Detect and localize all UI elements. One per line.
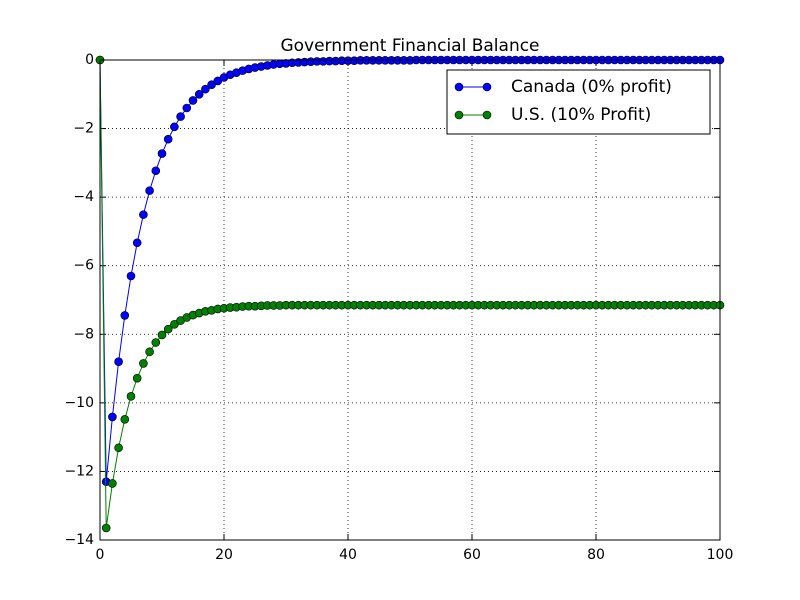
legend-box [446,69,711,135]
y-tick-label: −6 [73,258,94,274]
y-tick-label: −2 [73,121,94,137]
point [108,479,117,488]
point [132,238,142,248]
point [139,359,148,368]
x-tick-label: 40 [339,547,357,563]
y-tick-label: −12 [64,463,94,479]
point [126,392,136,401]
legend-label: U.S. (10% Profit) [511,105,651,125]
point [126,271,136,281]
point [114,443,123,453]
plot-frame [99,59,721,541]
y-tick-label: −4 [73,189,94,205]
legend-marker [482,110,492,120]
x-tick-label: 80 [587,547,605,563]
point [145,186,154,195]
x-tick-label: 60 [463,547,481,563]
legend-label: Canada (0% profit) [511,77,672,97]
legend-marker [482,82,492,92]
x-tick-label: 20 [215,547,233,563]
point [114,357,123,367]
point [157,330,167,340]
point [163,324,173,334]
point [108,412,117,422]
point [188,96,198,105]
legend-marker [454,82,464,92]
point [139,210,148,219]
point [201,84,210,94]
point [151,338,161,347]
point [207,80,216,89]
chart-title: Government Financial Balance [280,36,539,56]
point [194,89,204,99]
x-tick-label: 0 [96,547,105,563]
point [170,122,179,132]
point [157,149,167,158]
point [145,347,154,357]
point [151,166,161,176]
y-tick-label: −10 [64,395,94,411]
point [163,134,173,144]
point [120,415,130,424]
y-tick-label: 0 [85,52,94,68]
point [120,311,130,320]
point [101,523,111,533]
y-tick-label: −14 [64,532,94,548]
point [170,320,179,329]
point [132,373,142,383]
x-tick-label: 100 [707,547,734,563]
point [182,103,192,113]
legend-marker [454,110,464,120]
y-tick-label: −8 [73,326,94,342]
legend: Canada (0% profit) U.S. (10% Profit) [446,69,711,135]
point [176,112,185,121]
